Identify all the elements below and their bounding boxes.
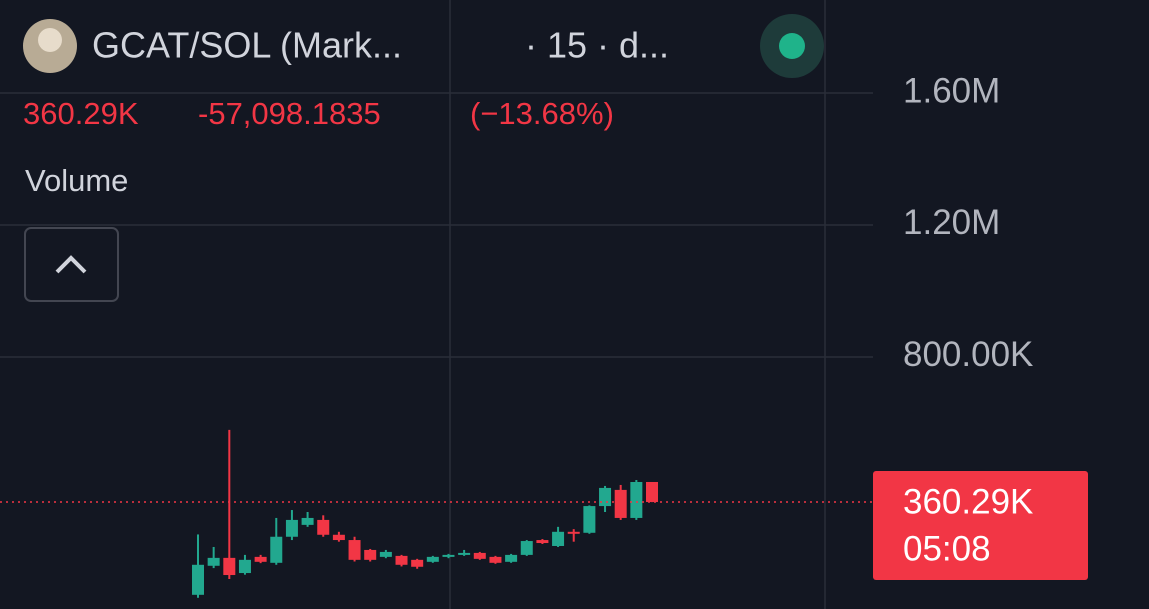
candle-body: [630, 481, 643, 518]
avatar-face: [38, 28, 62, 52]
candle-body: [426, 556, 439, 562]
candle-body: [583, 506, 596, 533]
ohlc-close: 360.29K: [23, 96, 139, 131]
candle-body: [238, 559, 251, 574]
candle-body: [411, 559, 424, 567]
collapse-button[interactable]: [24, 227, 119, 302]
candle-body: [442, 554, 455, 557]
candle-body: [520, 541, 533, 555]
candle-body: [395, 555, 408, 565]
candle-body: [301, 517, 314, 525]
candle-body: [614, 489, 627, 518]
indicator: Volume: [25, 163, 128, 198]
y-tick-label: 1.20M: [903, 203, 1000, 242]
plot: [0, 92, 873, 598]
y-tick-label: 1.60M: [903, 71, 1000, 110]
chevron: [55, 255, 87, 274]
candle-body: [473, 552, 486, 559]
symbol[interactable]: GCAT/SOL (Mark...: [92, 25, 402, 66]
price-tag: [873, 471, 1088, 581]
candle-body: [458, 552, 471, 555]
candle-body: [332, 534, 345, 541]
change: -57,098.1835: [198, 96, 381, 131]
interval[interactable]: · 15 · d...: [525, 25, 669, 66]
candle-body: [646, 481, 658, 503]
status-dot: [779, 33, 805, 59]
candle-body: [317, 519, 330, 535]
candle-body: [270, 536, 283, 563]
candle-body: [552, 531, 565, 546]
candle-body: [536, 540, 549, 544]
candle-body: [223, 557, 236, 576]
candle-body: [489, 556, 502, 563]
candle-body: [285, 519, 298, 537]
candle-body: [505, 554, 518, 562]
countdown: 05:08: [903, 529, 991, 568]
y-tick-label: 800.00K: [903, 335, 1033, 374]
candle-body: [348, 540, 361, 560]
change-pct: (−13.68%): [470, 96, 614, 131]
candle-body: [599, 487, 612, 507]
candle-body: [207, 557, 220, 566]
candle-body: [192, 564, 204, 595]
candle-body: [567, 531, 580, 534]
candle-body: [379, 551, 392, 557]
price-tag-label: 360.29K: [903, 482, 1033, 521]
candle-body: [254, 556, 267, 562]
candle-body: [364, 549, 377, 560]
